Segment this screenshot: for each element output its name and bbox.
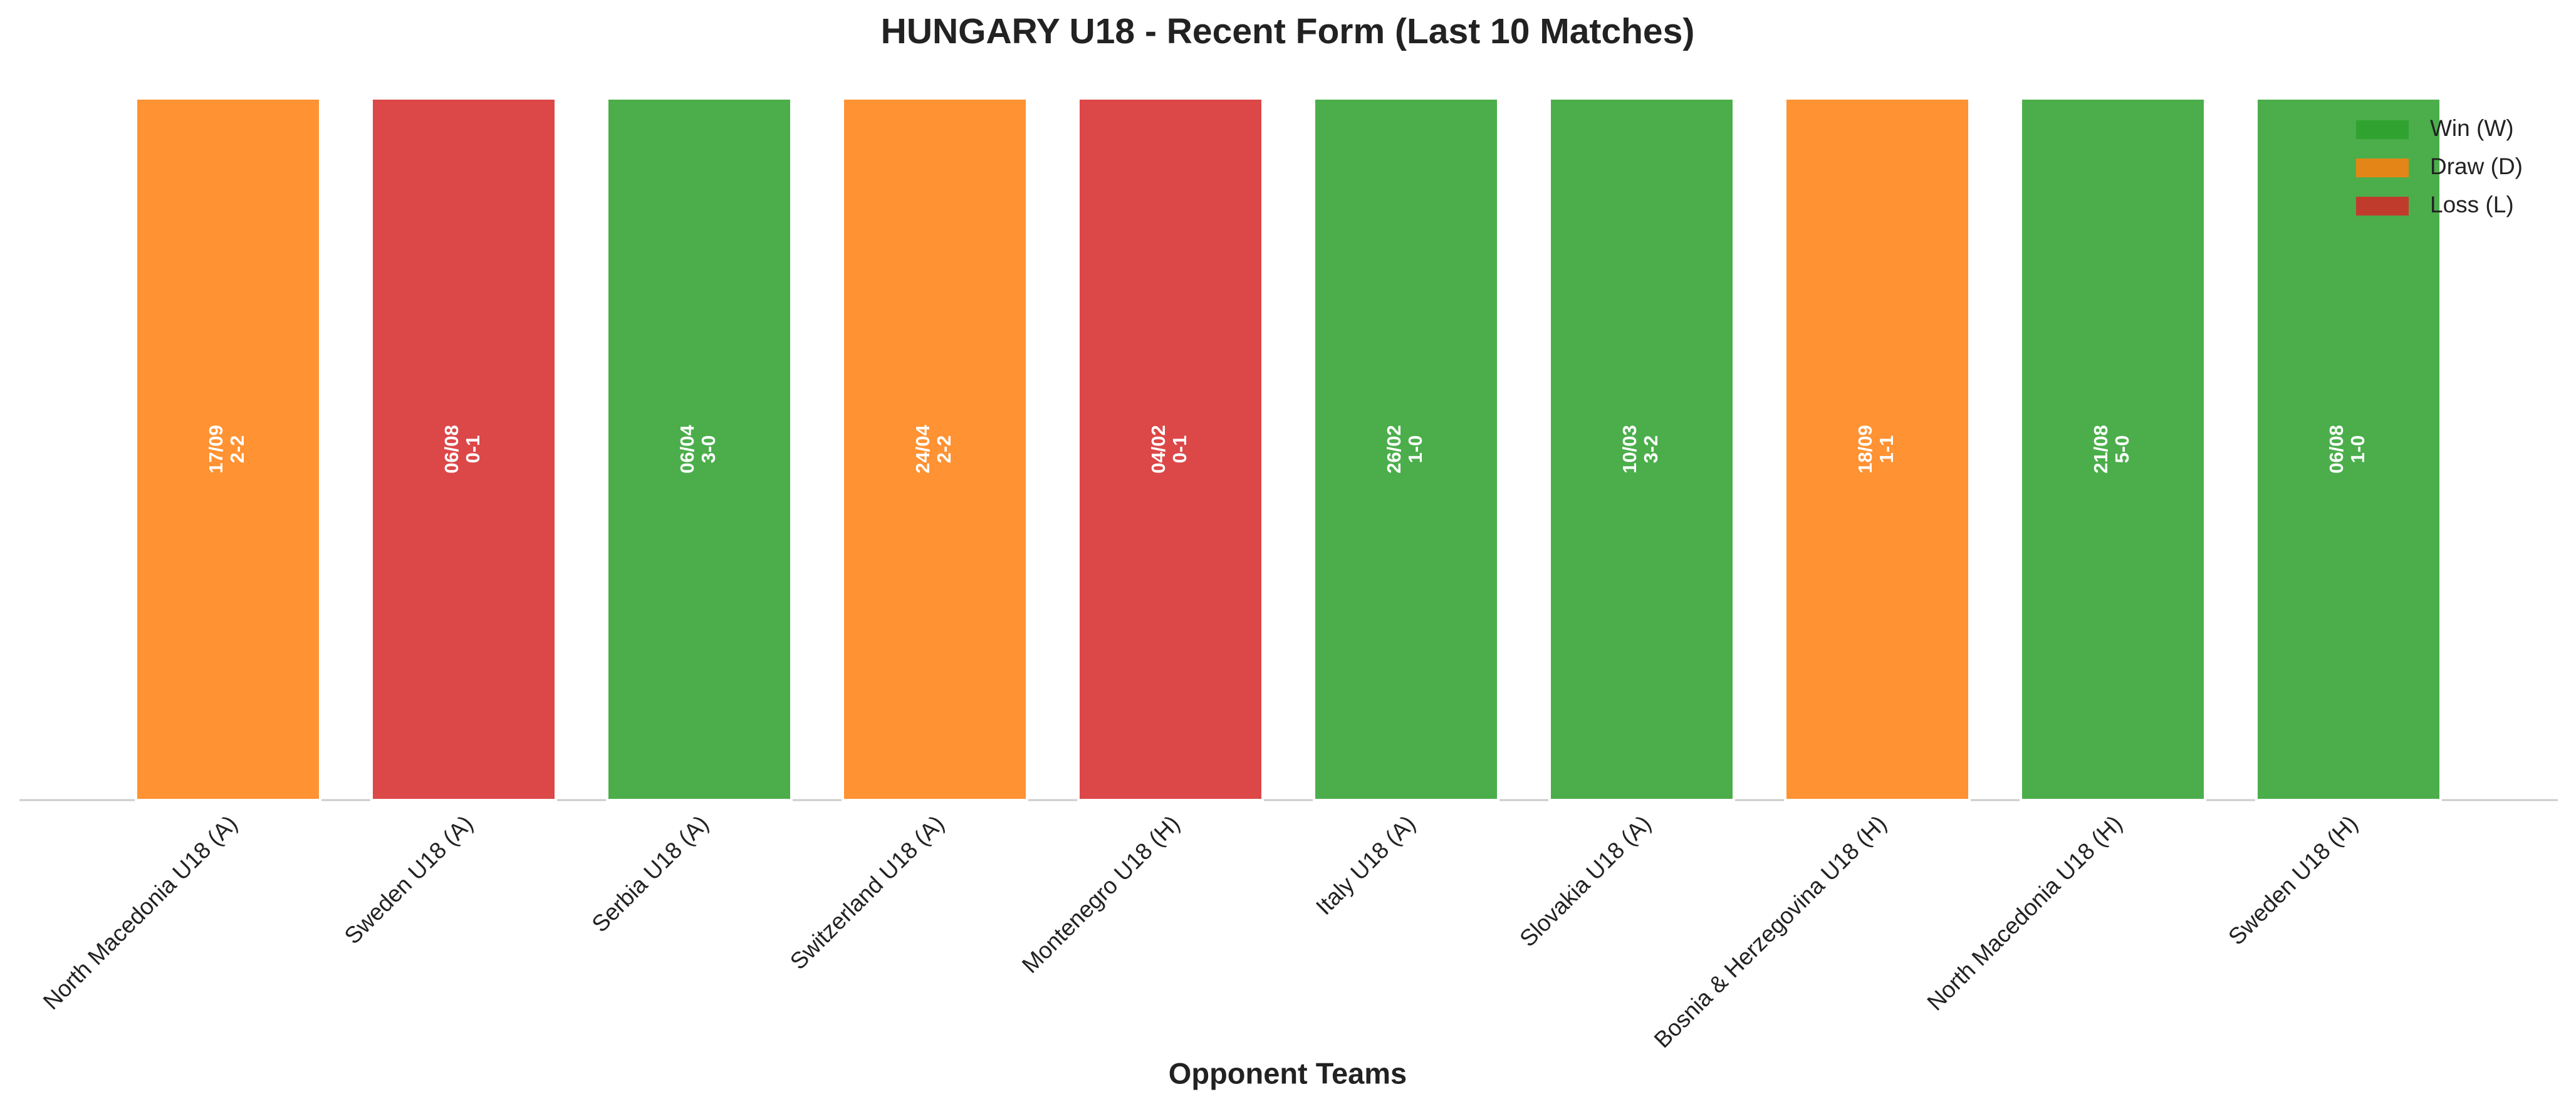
bar-date-label: 24/04 [912,424,934,473]
bar-score-label: 2-2 [933,435,955,464]
bar [1784,97,1971,801]
legend-label: Win (W) [2430,115,2514,141]
x-tick-label: Serbia U18 (A) [587,811,714,937]
bar-date-label: 06/04 [676,424,698,473]
x-tick-label: North Macedonia U18 (A) [38,811,242,1015]
x-tick-label: North Macedonia U18 (H) [1922,811,2127,1016]
x-tick-label: Sweden U18 (A) [340,811,478,949]
x-tick-label: Bosnia & Herzegovina U18 (H) [1649,811,1892,1053]
bar-date-label: 17/09 [205,425,227,474]
bar-date-label: 26/02 [1383,425,1405,474]
bar [1548,97,1735,801]
legend-swatch [2356,120,2409,139]
bar [842,97,1028,801]
bar-date-label: 21/08 [2090,425,2112,474]
x-tick-label: Italy U18 (A) [1311,811,1420,920]
bar [1313,97,1499,801]
bar-score-label: 0-1 [462,435,484,464]
bar-date-label: 18/09 [1854,425,1876,474]
bar-score-label: 5-0 [2111,435,2133,464]
bar-score-label: 3-0 [697,435,719,464]
x-axis-label: Opponent Teams [1169,1056,1407,1090]
bar [606,97,793,801]
bar-date-label: 06/08 [441,425,462,474]
bar [2020,97,2206,801]
bar [135,97,321,801]
x-tick-label: Switzerland U18 (A) [785,811,949,975]
bar-score-label: 1-1 [1875,435,1897,464]
bar [2255,97,2442,801]
legend-label: Loss (L) [2430,192,2514,217]
x-tick-label: Montenegro U18 (H) [1017,811,1184,978]
bar-score-label: 1-0 [1404,435,1426,464]
bar-date-label: 06/08 [2325,425,2347,474]
x-tick-label: Sweden U18 (H) [2223,811,2362,950]
bar-score-label: 0-1 [1169,435,1191,464]
legend-swatch [2356,159,2409,177]
chart-title: HUNGARY U18 - Recent Form (Last 10 Match… [881,11,1695,51]
bar-score-label: 1-0 [2347,435,2369,464]
bar-date-label: 10/03 [1619,425,1640,474]
bar-score-label: 2-2 [226,435,248,464]
bar-date-label: 04/02 [1147,425,1169,474]
x-tick-label: Slovakia U18 (A) [1515,811,1656,952]
legend-label: Draw (D) [2430,154,2523,179]
bar [1077,97,1264,801]
bar-score-label: 3-2 [1640,435,1662,464]
legend-swatch [2356,197,2409,216]
bar [370,97,557,801]
